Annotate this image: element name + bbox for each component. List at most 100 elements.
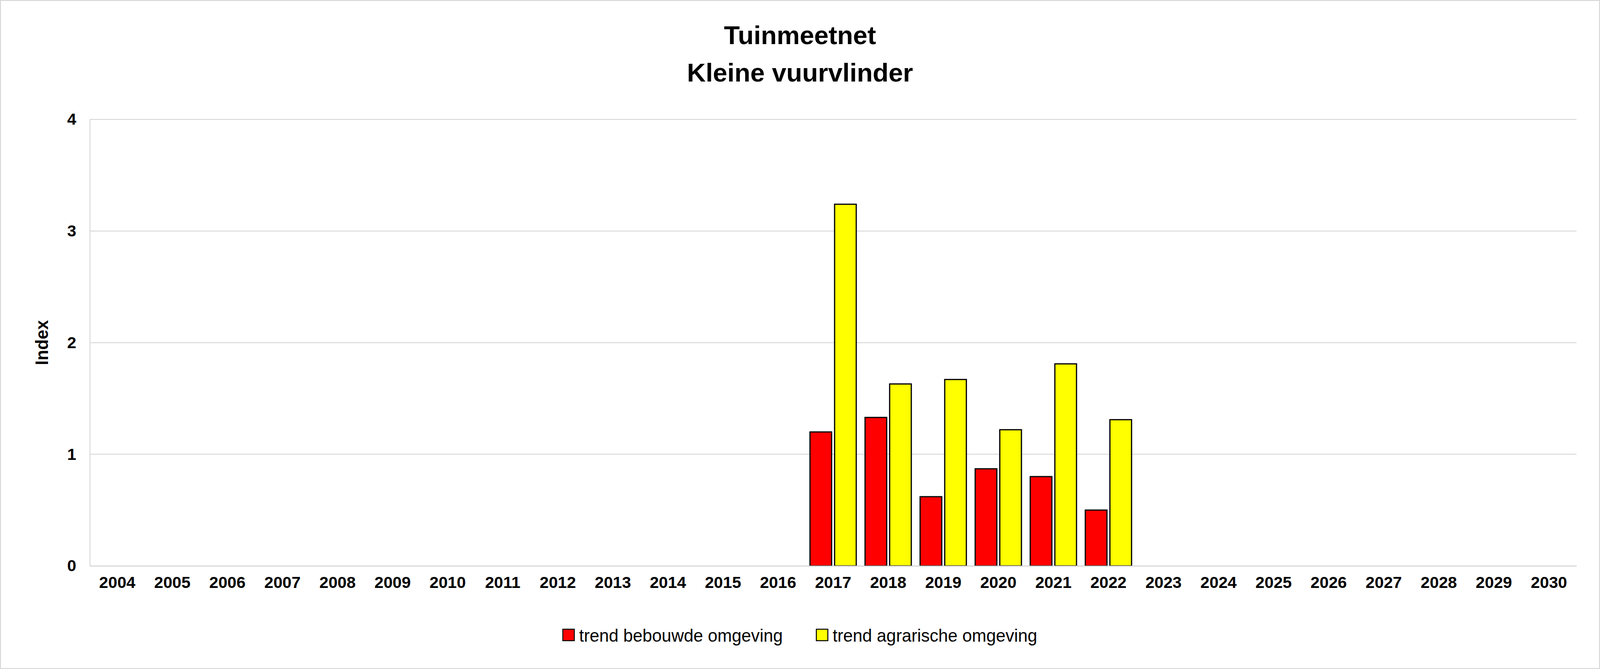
tick-label: 2015 <box>704 573 742 592</box>
tick: 2015 <box>704 566 742 592</box>
tick: 2007 <box>264 566 301 592</box>
bar <box>834 204 857 567</box>
tick-label: 2027 <box>1365 573 1403 592</box>
grid <box>89 119 1577 567</box>
background <box>0 0 1600 669</box>
tick: 2011 <box>485 566 521 592</box>
tick: 2005 <box>154 566 191 592</box>
tick: 2027 <box>1365 566 1403 592</box>
tick-label: 2 <box>67 333 77 352</box>
legend-label: trend agrarische omgeving <box>832 626 1038 646</box>
tick-label: 2007 <box>264 573 301 592</box>
chart: TuinmeetnetKleine vuurvlinder01234200420… <box>0 0 1600 669</box>
tick-label: 1 <box>67 445 77 464</box>
x-axis: 2004 2005 2006 2007 2008 2009 2010 2011 2012 2013… <box>90 566 1577 592</box>
tick: 2009 <box>374 566 411 592</box>
legend-swatch <box>562 629 575 642</box>
legend-item: trend agrarische omgeving <box>816 626 1038 646</box>
tick-label: 2030 <box>1530 573 1568 592</box>
tick: 2010 <box>429 566 466 592</box>
bar <box>999 429 1022 567</box>
tick: 2019 <box>925 566 962 592</box>
tick: 2006 <box>209 566 246 592</box>
tick-label: 2024 <box>1200 573 1237 592</box>
tick-label: 2013 <box>594 573 632 592</box>
bar <box>889 384 912 567</box>
tick-label: 0 <box>67 556 77 575</box>
tick: 2021 <box>1035 566 1072 592</box>
axis-title: Index <box>32 320 52 366</box>
plot: 0 1 2 3 4 2004 2005 2006 2007 2008 2009 2010 2011 201… <box>67 109 1577 592</box>
tick: 2026 <box>1310 566 1348 592</box>
legend-swatch <box>816 629 828 642</box>
tick: 2024 <box>1200 566 1237 592</box>
y-axis: 0 1 2 3 4 <box>67 109 90 575</box>
tick: 2023 <box>1145 566 1183 592</box>
tick: 4 <box>67 109 90 129</box>
tick-label: 2028 <box>1420 573 1457 592</box>
tick-label: 2010 <box>429 573 466 592</box>
tick-label: 2023 <box>1145 573 1183 592</box>
axis-line <box>90 566 1577 568</box>
tick-label: 2006 <box>209 573 246 592</box>
legend-item: trend bebouwde omgeving <box>562 626 783 646</box>
subtitle: Kleine vuurvlinder <box>686 58 913 87</box>
tick-label: 2029 <box>1475 573 1513 592</box>
axis-line <box>89 119 91 567</box>
tick: 2 <box>67 333 90 352</box>
tick: 2016 <box>759 566 797 592</box>
tick-label: 2022 <box>1090 573 1127 592</box>
tick: 2017 <box>814 566 852 592</box>
tick: 2028 <box>1420 566 1457 592</box>
legend: trend bebouwde omgeving trend agrarische … <box>562 626 1038 646</box>
tick: 3 <box>67 221 90 240</box>
tick-label: 2011 <box>485 573 521 592</box>
bar <box>1054 364 1077 567</box>
tick-label: 2020 <box>979 573 1017 592</box>
tick: 2029 <box>1475 566 1513 592</box>
tick-label: 2016 <box>759 573 797 592</box>
bar <box>810 432 832 567</box>
grid-line <box>89 342 1577 344</box>
tick-label: 4 <box>67 109 77 129</box>
tick-label: 2018 <box>870 573 907 592</box>
grid-line <box>89 119 1577 120</box>
bar <box>865 417 887 567</box>
tick: 2020 <box>979 566 1017 592</box>
tick-label: 2009 <box>374 573 411 592</box>
grid-line <box>89 565 1577 567</box>
tick: 2004 <box>99 566 136 592</box>
tick: 2013 <box>594 566 632 592</box>
legend-label: trend bebouwde omgeving <box>579 626 783 646</box>
tick-label: 2021 <box>1035 573 1072 592</box>
tick: 2012 <box>539 566 576 592</box>
grid-line <box>89 230 1577 232</box>
tick: 2008 <box>319 566 357 592</box>
bar <box>975 469 997 567</box>
title: Tuinmeetnet <box>723 20 876 50</box>
tick: 1 <box>67 445 90 464</box>
bar <box>1110 419 1132 567</box>
bar <box>1030 477 1052 567</box>
bars <box>810 204 1132 567</box>
tick-label: 2012 <box>539 573 576 592</box>
tick: 2022 <box>1090 566 1127 592</box>
tick: 2014 <box>649 566 687 592</box>
tick: 0 <box>67 556 90 575</box>
tick-label: 2005 <box>154 573 191 592</box>
grid-line <box>89 453 1577 455</box>
bar <box>1085 510 1108 567</box>
tick-label: 3 <box>67 221 77 240</box>
tick: 2018 <box>870 566 907 592</box>
tick-label: 2004 <box>99 573 136 592</box>
bar <box>919 497 942 567</box>
tick-label: 2026 <box>1310 573 1348 592</box>
tick-label: 2014 <box>649 573 687 592</box>
tick-label: 2025 <box>1255 573 1292 592</box>
tick-label: 2019 <box>925 573 962 592</box>
bar <box>944 379 967 567</box>
tick: 2030 <box>1530 566 1568 592</box>
tick: 2025 <box>1255 566 1292 592</box>
series <box>834 204 1132 567</box>
tick-label: 2008 <box>319 573 357 592</box>
